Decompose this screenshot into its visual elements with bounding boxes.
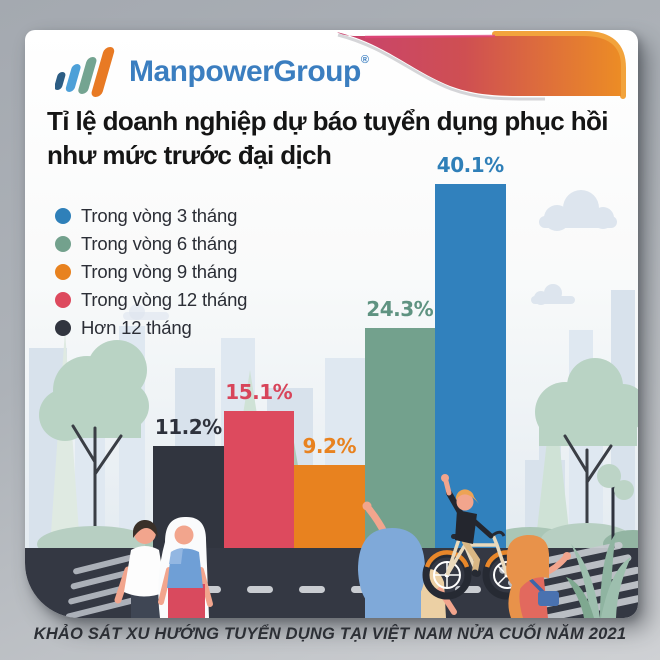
legend-dot-icon	[55, 264, 71, 280]
header-wave-decoration	[337, 31, 626, 101]
legend-label: Hơn 12 tháng	[81, 317, 192, 338]
bar-4	[364, 328, 435, 548]
bar-5	[435, 184, 506, 548]
legend-item: Hơn 12 tháng	[55, 314, 247, 342]
infographic-card: 11.2% 15.1% 9.2% 24.3% 40.1%	[25, 30, 638, 618]
chart-legend: Trong vòng 3 tháng Trong vòng 6 tháng Tron…	[55, 202, 247, 342]
legend-label: Trong vòng 12 tháng	[81, 289, 248, 310]
legend-item: Trong vòng 12 tháng	[55, 286, 247, 314]
bar-3	[294, 465, 365, 548]
bar-value-label: 15.1%	[225, 380, 293, 404]
legend-label: Trong vòng 6 tháng	[81, 233, 238, 254]
legend-dot-icon	[55, 320, 71, 336]
bar-value-label: 24.3%	[366, 297, 434, 321]
legend-item: Trong vòng 6 tháng	[55, 230, 247, 258]
bar-1	[153, 446, 224, 548]
legend-item: Trong vòng 3 tháng	[55, 202, 247, 230]
bar-chart: 11.2% 15.1% 9.2% 24.3% 40.1%	[25, 30, 638, 618]
legend-item: Trong vòng 9 tháng	[55, 258, 247, 286]
bar-value-label: 40.1%	[436, 153, 504, 177]
page-title: Tỉ lệ doanh nghiệp dự báo tuyển dụng phụ…	[47, 104, 622, 172]
manpowergroup-logo: ManpowerGroup®	[55, 42, 369, 100]
registered-mark: ®	[360, 53, 369, 66]
legend-dot-icon	[55, 236, 71, 252]
legend-label: Trong vòng 3 tháng	[81, 205, 238, 226]
footer-caption: KHẢO SÁT XU HƯỚNG TUYỂN DỤNG TẠI VIỆT NA…	[33, 625, 627, 643]
manpowergroup-logo-icon	[55, 47, 115, 97]
bar-value-label: 9.2%	[302, 434, 357, 458]
title-line-2: như mức trước đại dịch	[47, 140, 332, 170]
legend-dot-icon	[55, 292, 71, 308]
legend-dot-icon	[55, 208, 71, 224]
bar-value-label: 11.2%	[154, 415, 222, 439]
bar-2	[223, 411, 294, 548]
legend-label: Trong vòng 9 tháng	[81, 261, 238, 282]
brand-name: ManpowerGroup®	[129, 53, 369, 88]
title-line-1: Tỉ lệ doanh nghiệp dự báo tuyển dụng phụ…	[47, 106, 609, 136]
